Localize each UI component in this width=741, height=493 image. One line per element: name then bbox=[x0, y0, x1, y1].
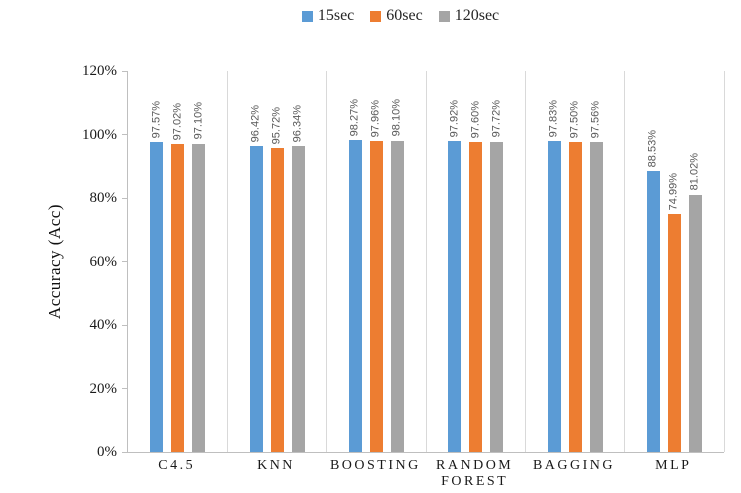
bar-value-label: 97.72% bbox=[490, 100, 503, 138]
y-tick-label: 100% bbox=[82, 126, 117, 143]
bar-value-label: 97.10% bbox=[192, 102, 205, 140]
y-tick-label: 60% bbox=[89, 253, 118, 270]
legend-swatch-icon bbox=[370, 10, 382, 22]
y-tick-label: 40% bbox=[89, 317, 118, 333]
y-tick-mark bbox=[122, 197, 127, 199]
bar-value-label: 96.42% bbox=[249, 104, 262, 142]
vertical-gridline bbox=[723, 71, 725, 452]
bar-15sec-knn bbox=[249, 145, 263, 452]
legend-label: 60sec bbox=[386, 7, 423, 24]
x-category-label: KNN bbox=[257, 458, 295, 473]
bar-value-label: 81.02% bbox=[688, 153, 701, 191]
y-tick-label: 120% bbox=[82, 63, 117, 79]
bar-value-label: 97.92% bbox=[448, 99, 461, 138]
legend-item-60sec: 60sec bbox=[370, 7, 423, 24]
legend-label: 15sec bbox=[317, 7, 355, 24]
bar-15sec-random-forest bbox=[448, 141, 462, 452]
bar-value-label: 98.10% bbox=[390, 99, 403, 137]
vertical-gridline bbox=[226, 71, 228, 452]
bar-120sec-mlp bbox=[688, 194, 702, 452]
bar-value-label: 98.27% bbox=[348, 98, 361, 136]
legend-label: 120sec bbox=[454, 7, 500, 24]
x-category-label: BOOSTING bbox=[329, 458, 421, 473]
bar-value-label: 97.50% bbox=[568, 101, 581, 139]
vertical-gridline bbox=[624, 71, 626, 452]
bar-value-label: 95.72% bbox=[270, 106, 283, 145]
bar-15sec-bagging bbox=[547, 141, 561, 452]
y-tick-mark bbox=[122, 324, 127, 326]
bar-120sec-boosting bbox=[390, 140, 404, 452]
y-tick-label: 0% bbox=[97, 444, 117, 460]
bar-15sec-c4-5 bbox=[150, 142, 164, 452]
bar-15sec-boosting bbox=[348, 140, 362, 452]
x-category-label: MLP bbox=[655, 458, 692, 473]
bar-value-label: 97.83% bbox=[547, 100, 560, 138]
y-tick-label: 20% bbox=[89, 380, 118, 397]
legend-item-120sec: 120sec bbox=[438, 7, 500, 24]
bar-value-label: 97.57% bbox=[150, 100, 163, 139]
bar-15sec-mlp bbox=[646, 170, 660, 452]
bar-60sec-bagging bbox=[568, 142, 582, 452]
vertical-gridline bbox=[524, 71, 526, 452]
bar-120sec-bagging bbox=[589, 142, 603, 452]
x-category-label: C4.5 bbox=[158, 458, 196, 473]
bar-120sec-random-forest bbox=[490, 141, 504, 452]
bar-value-label: 97.96% bbox=[369, 99, 382, 137]
y-tick-mark bbox=[122, 70, 127, 72]
y-tick-mark bbox=[122, 388, 127, 389]
plot-area: 97.57% 97.02% 97.10% 96.42% 95.72% 96.34% 98.2… bbox=[127, 71, 725, 453]
x-category-label: BAGGING bbox=[532, 458, 616, 473]
bar-60sec-knn bbox=[270, 148, 284, 452]
chart-legend: 15sec 60sec 120sec bbox=[30, 8, 741, 24]
bar-60sec-boosting bbox=[369, 140, 383, 452]
bar-60sec-random-forest bbox=[469, 142, 483, 452]
bar-60sec-mlp bbox=[667, 213, 681, 452]
legend-item-15sec: 15sec bbox=[301, 7, 355, 24]
bar-value-label: 97.56% bbox=[589, 100, 602, 139]
bar-value-label: 74.99% bbox=[667, 172, 680, 210]
bar-value-label: 97.60% bbox=[469, 100, 482, 139]
bar-120sec-knn bbox=[291, 146, 305, 452]
legend-swatch-icon bbox=[438, 10, 450, 22]
bar-value-label: 97.02% bbox=[171, 102, 184, 140]
bar-60sec-c4-5 bbox=[171, 143, 185, 452]
bar-value-label: 96.34% bbox=[291, 104, 304, 143]
x-category-label: RANDOM FOREST bbox=[436, 458, 514, 489]
y-tick-mark bbox=[122, 451, 127, 453]
bar-120sec-c4-5 bbox=[192, 143, 206, 452]
bar-value-label: 88.53% bbox=[646, 129, 659, 167]
y-tick-label: 80% bbox=[89, 190, 118, 206]
y-tick-mark bbox=[122, 134, 127, 135]
vertical-gridline bbox=[425, 71, 427, 452]
legend-swatch-icon bbox=[301, 10, 313, 22]
y-tick-mark bbox=[122, 261, 127, 262]
vertical-gridline bbox=[326, 71, 328, 452]
